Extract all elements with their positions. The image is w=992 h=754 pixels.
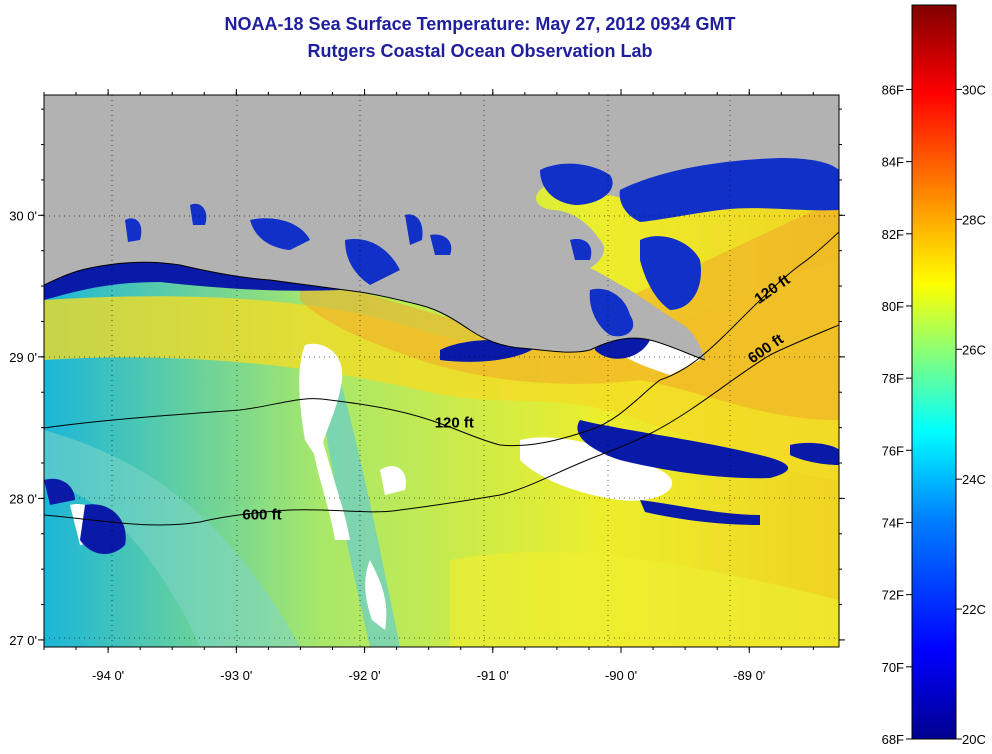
lat-tick-label: 30 0' bbox=[9, 208, 37, 223]
lat-tick-label: 28 0' bbox=[9, 491, 37, 506]
lat-tick-label: 29 0' bbox=[9, 350, 37, 365]
lon-tick-label: -94 0' bbox=[92, 668, 124, 683]
colorbar-f-label: 86F bbox=[882, 82, 904, 97]
colorbar-f-label: 80F bbox=[882, 299, 904, 314]
colorbar-c-label: 24C bbox=[962, 472, 986, 487]
map-frame bbox=[43, 94, 840, 648]
contour-600ft bbox=[44, 324, 839, 526]
contour-label: 600 ft bbox=[242, 507, 281, 524]
warm-south bbox=[450, 552, 839, 647]
sst-field bbox=[44, 95, 839, 647]
lon-tick-label: -92 0' bbox=[349, 668, 381, 683]
colorbar-f-label: 70F bbox=[882, 660, 904, 675]
graticule bbox=[44, 95, 839, 647]
colorbar-f-label: 78F bbox=[882, 371, 904, 386]
inland-water bbox=[125, 158, 839, 337]
colorbar-f-label: 82F bbox=[882, 227, 904, 242]
contour-label: 120 ft bbox=[435, 415, 474, 432]
colorbar-f-label: 72F bbox=[882, 588, 904, 603]
axis-ticks: 30 0' 29 0' 28 0' 27 0' -94 0' -93 0' -92 0' -9… bbox=[9, 89, 845, 683]
colorbar bbox=[911, 4, 957, 740]
colorbar-c-label: 20C bbox=[962, 732, 986, 747]
colorbar-c-label: 26C bbox=[962, 342, 986, 357]
cool-streak bbox=[44, 430, 300, 647]
colorbar-c-label: 30C bbox=[962, 82, 986, 97]
lon-tick-label: -91 0' bbox=[477, 668, 509, 683]
coastline bbox=[44, 261, 706, 361]
title-line-2: Rutgers Coastal Ocean Observation Lab bbox=[307, 41, 653, 61]
lon-tick-label: -90 0' bbox=[605, 668, 637, 683]
colorbar-f-label: 84F bbox=[882, 155, 904, 170]
colorbar-f-label: 76F bbox=[882, 443, 904, 458]
lon-tick-label: -89 0' bbox=[733, 668, 765, 683]
lat-tick-label: 27 0' bbox=[9, 633, 37, 648]
land-mass bbox=[44, 95, 839, 360]
cool-streak bbox=[320, 380, 400, 647]
lon-tick-label: -93 0' bbox=[220, 668, 252, 683]
colorbar-f-label: 74F bbox=[882, 515, 904, 530]
colorbar-c-label: 22C bbox=[962, 602, 986, 617]
colorbar-f-label: 68F bbox=[882, 732, 904, 747]
colorbar-ticks: 86F 84F 82F 80F 78F 76F 74F 72F 70F 68F 30C 28C 26C 2… bbox=[882, 82, 986, 747]
colorbar-c-label: 28C bbox=[962, 212, 986, 227]
contour-120ft bbox=[44, 231, 839, 447]
title-line-1: NOAA-18 Sea Surface Temperature: May 27,… bbox=[224, 14, 736, 34]
warm-band bbox=[44, 260, 839, 480]
warm-coastal-band bbox=[300, 200, 839, 420]
